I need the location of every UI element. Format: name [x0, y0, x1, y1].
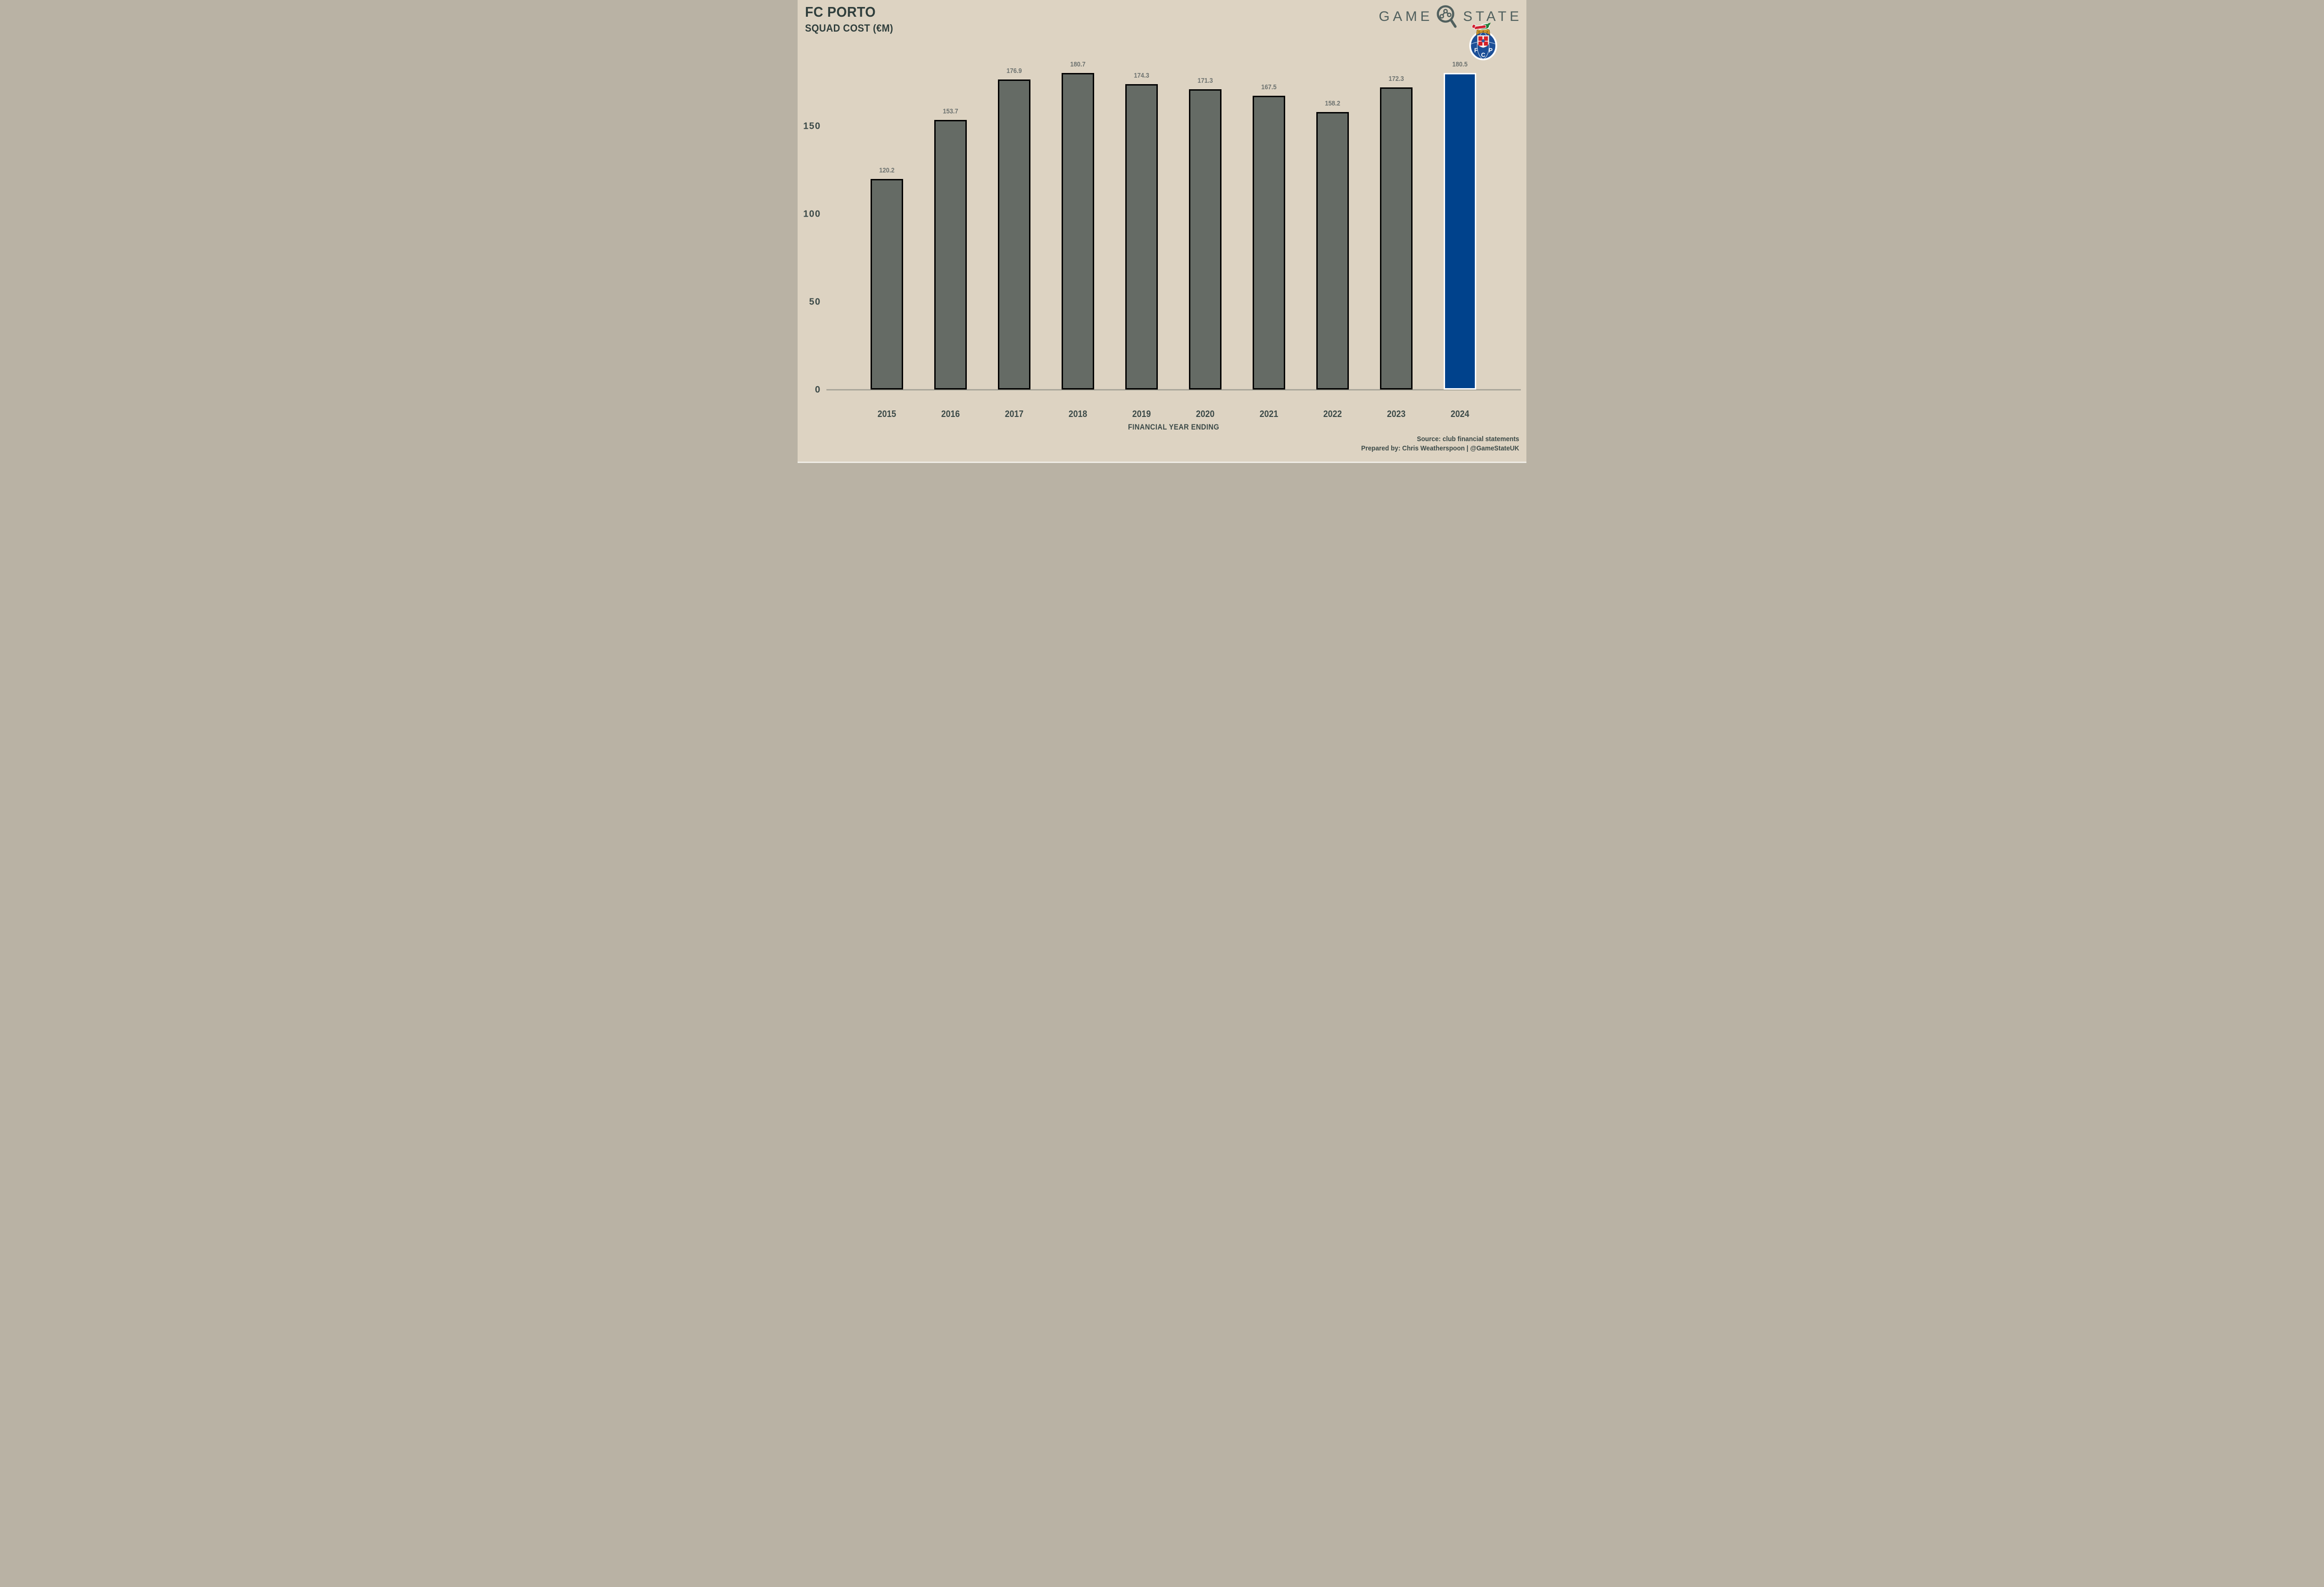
svg-text:P: P	[1489, 47, 1492, 53]
y-tick-label: 150	[803, 121, 821, 132]
x-tick-label: 2021	[1260, 409, 1279, 419]
bar-2022	[1316, 112, 1349, 390]
game-state-logo: GAME STATE	[1379, 5, 1519, 29]
x-tick-label: 2022	[1323, 409, 1342, 419]
y-tick-label: 50	[809, 297, 821, 307]
bar-2024	[1444, 73, 1477, 390]
logo-word-state: STATE	[1463, 9, 1522, 24]
x-tick-label: 2024	[1451, 409, 1470, 419]
x-axis-title: FINANCIAL YEAR ENDING	[1128, 423, 1220, 431]
bar-value-label: 172.3	[1388, 75, 1404, 83]
magnifier-chart-icon	[1436, 5, 1457, 29]
svg-text:F: F	[1474, 47, 1478, 53]
infographic-canvas: FC PORTO SQUAD COST (€M) GAME STATE F	[798, 0, 1526, 463]
bar-value-label: 158.2	[1325, 99, 1340, 108]
x-tick-label: 2017	[1004, 409, 1023, 419]
x-tick-label: 2015	[877, 409, 896, 419]
x-tick-label: 2016	[941, 409, 960, 419]
bar-value-label: 174.3	[1134, 71, 1149, 79]
bar-2018	[1061, 73, 1094, 390]
bar-value-label: 171.3	[1197, 77, 1213, 85]
y-tick-label: 0	[815, 384, 821, 395]
bottom-edge-line	[798, 462, 1526, 463]
bar-value-label: 180.7	[1070, 60, 1086, 68]
prepared-by-note: Prepared by: Chris Weatherspoon | @GameS…	[1361, 444, 1519, 452]
svg-text:C: C	[1481, 52, 1486, 59]
bar-2017	[997, 79, 1030, 390]
bar-2023	[1380, 87, 1413, 390]
x-tick-label: 2020	[1195, 409, 1215, 419]
page-title: FC PORTO	[805, 4, 876, 20]
bar-2016	[934, 120, 967, 390]
bar-2015	[870, 179, 903, 390]
bar-value-label: 167.5	[1261, 83, 1277, 92]
x-tick-label: 2018	[1068, 409, 1087, 419]
bar-2021	[1253, 96, 1286, 390]
x-axis-line	[826, 389, 1521, 390]
fc-porto-crest: F C P	[1466, 20, 1500, 63]
bar-value-label: 153.7	[943, 107, 958, 116]
page-subtitle: SQUAD COST (€M)	[805, 22, 893, 34]
y-tick-label: 100	[803, 209, 821, 219]
bar-2019	[1125, 84, 1158, 390]
bar-value-label: 176.9	[1006, 66, 1022, 75]
bar-value-label: 180.5	[1452, 60, 1468, 69]
logo-word-game: GAME	[1379, 9, 1433, 24]
bar-2020	[1189, 89, 1221, 390]
x-tick-label: 2023	[1387, 409, 1406, 419]
footer-credits: Source: club financial statements Prepar…	[1347, 435, 1519, 453]
source-note: Source: club financial statements	[1416, 435, 1519, 443]
bar-value-label: 120.2	[878, 166, 895, 174]
x-tick-label: 2019	[1132, 409, 1151, 419]
